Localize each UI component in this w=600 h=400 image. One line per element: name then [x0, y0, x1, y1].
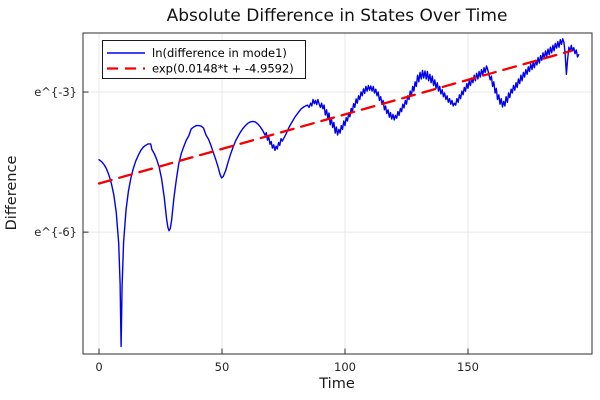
legend: ln(difference in mode1) exp(0.0148*t + -… [102, 40, 306, 79]
axis-ticks [83, 91, 469, 354]
x-tick-label-150: 150 [457, 360, 479, 374]
y-tick-label-e^{-6}: e^{-6} [34, 225, 77, 239]
x-tick-label-100: 100 [334, 360, 356, 374]
x-axis-label: Time [318, 376, 355, 392]
chart-title: Absolute Difference in States Over Time [167, 6, 508, 26]
legend-entry-label: ln(difference in mode1) [152, 46, 287, 60]
legend-box [102, 40, 306, 79]
axis-tick-labels: 0 50 100 150 e^{-3} e^{-6} [34, 85, 479, 374]
plot-frame [82, 32, 593, 355]
series-line-ln-difference [98, 38, 580, 348]
x-tick-label-0: 0 [95, 360, 102, 374]
x-tick-label-50: 50 [215, 360, 230, 374]
legend-entry-label: exp(0.0148*t + -4.9592) [152, 62, 294, 76]
series-line-exp-fit [97, 49, 573, 185]
series-layer [97, 38, 580, 348]
y-tick-label-e^{-3}: e^{-3} [34, 85, 77, 99]
y-axis-label: Difference [4, 156, 20, 231]
